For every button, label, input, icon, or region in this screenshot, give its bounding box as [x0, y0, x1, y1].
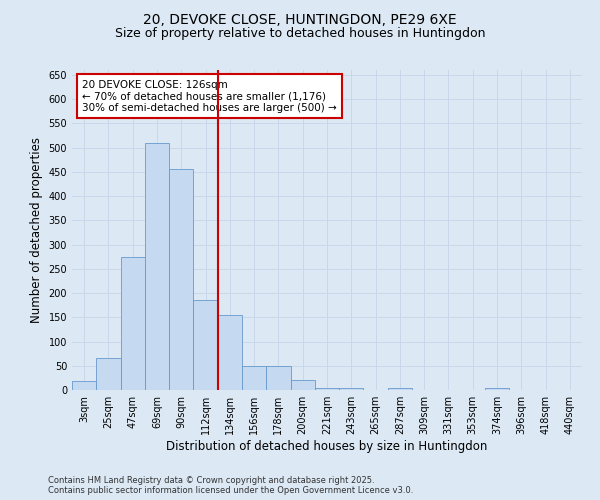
Bar — [145, 142, 169, 390]
Bar — [169, 170, 193, 390]
Text: 20 DEVOKE CLOSE: 126sqm
← 70% of detached houses are smaller (1,176)
30% of semi: 20 DEVOKE CLOSE: 126sqm ← 70% of detache… — [82, 80, 337, 113]
Bar — [485, 388, 509, 390]
Bar — [121, 256, 145, 390]
Bar — [242, 366, 266, 390]
Bar — [339, 388, 364, 390]
Bar — [218, 315, 242, 390]
Bar — [290, 380, 315, 390]
Bar — [193, 300, 218, 390]
Bar — [96, 358, 121, 390]
Text: 20, DEVOKE CLOSE, HUNTINGDON, PE29 6XE: 20, DEVOKE CLOSE, HUNTINGDON, PE29 6XE — [143, 12, 457, 26]
Y-axis label: Number of detached properties: Number of detached properties — [30, 137, 43, 323]
X-axis label: Distribution of detached houses by size in Huntingdon: Distribution of detached houses by size … — [166, 440, 488, 453]
Bar — [72, 382, 96, 390]
Text: Contains HM Land Registry data © Crown copyright and database right 2025.
Contai: Contains HM Land Registry data © Crown c… — [48, 476, 413, 495]
Bar — [315, 388, 339, 390]
Text: Size of property relative to detached houses in Huntingdon: Size of property relative to detached ho… — [115, 28, 485, 40]
Bar — [266, 366, 290, 390]
Bar — [388, 388, 412, 390]
